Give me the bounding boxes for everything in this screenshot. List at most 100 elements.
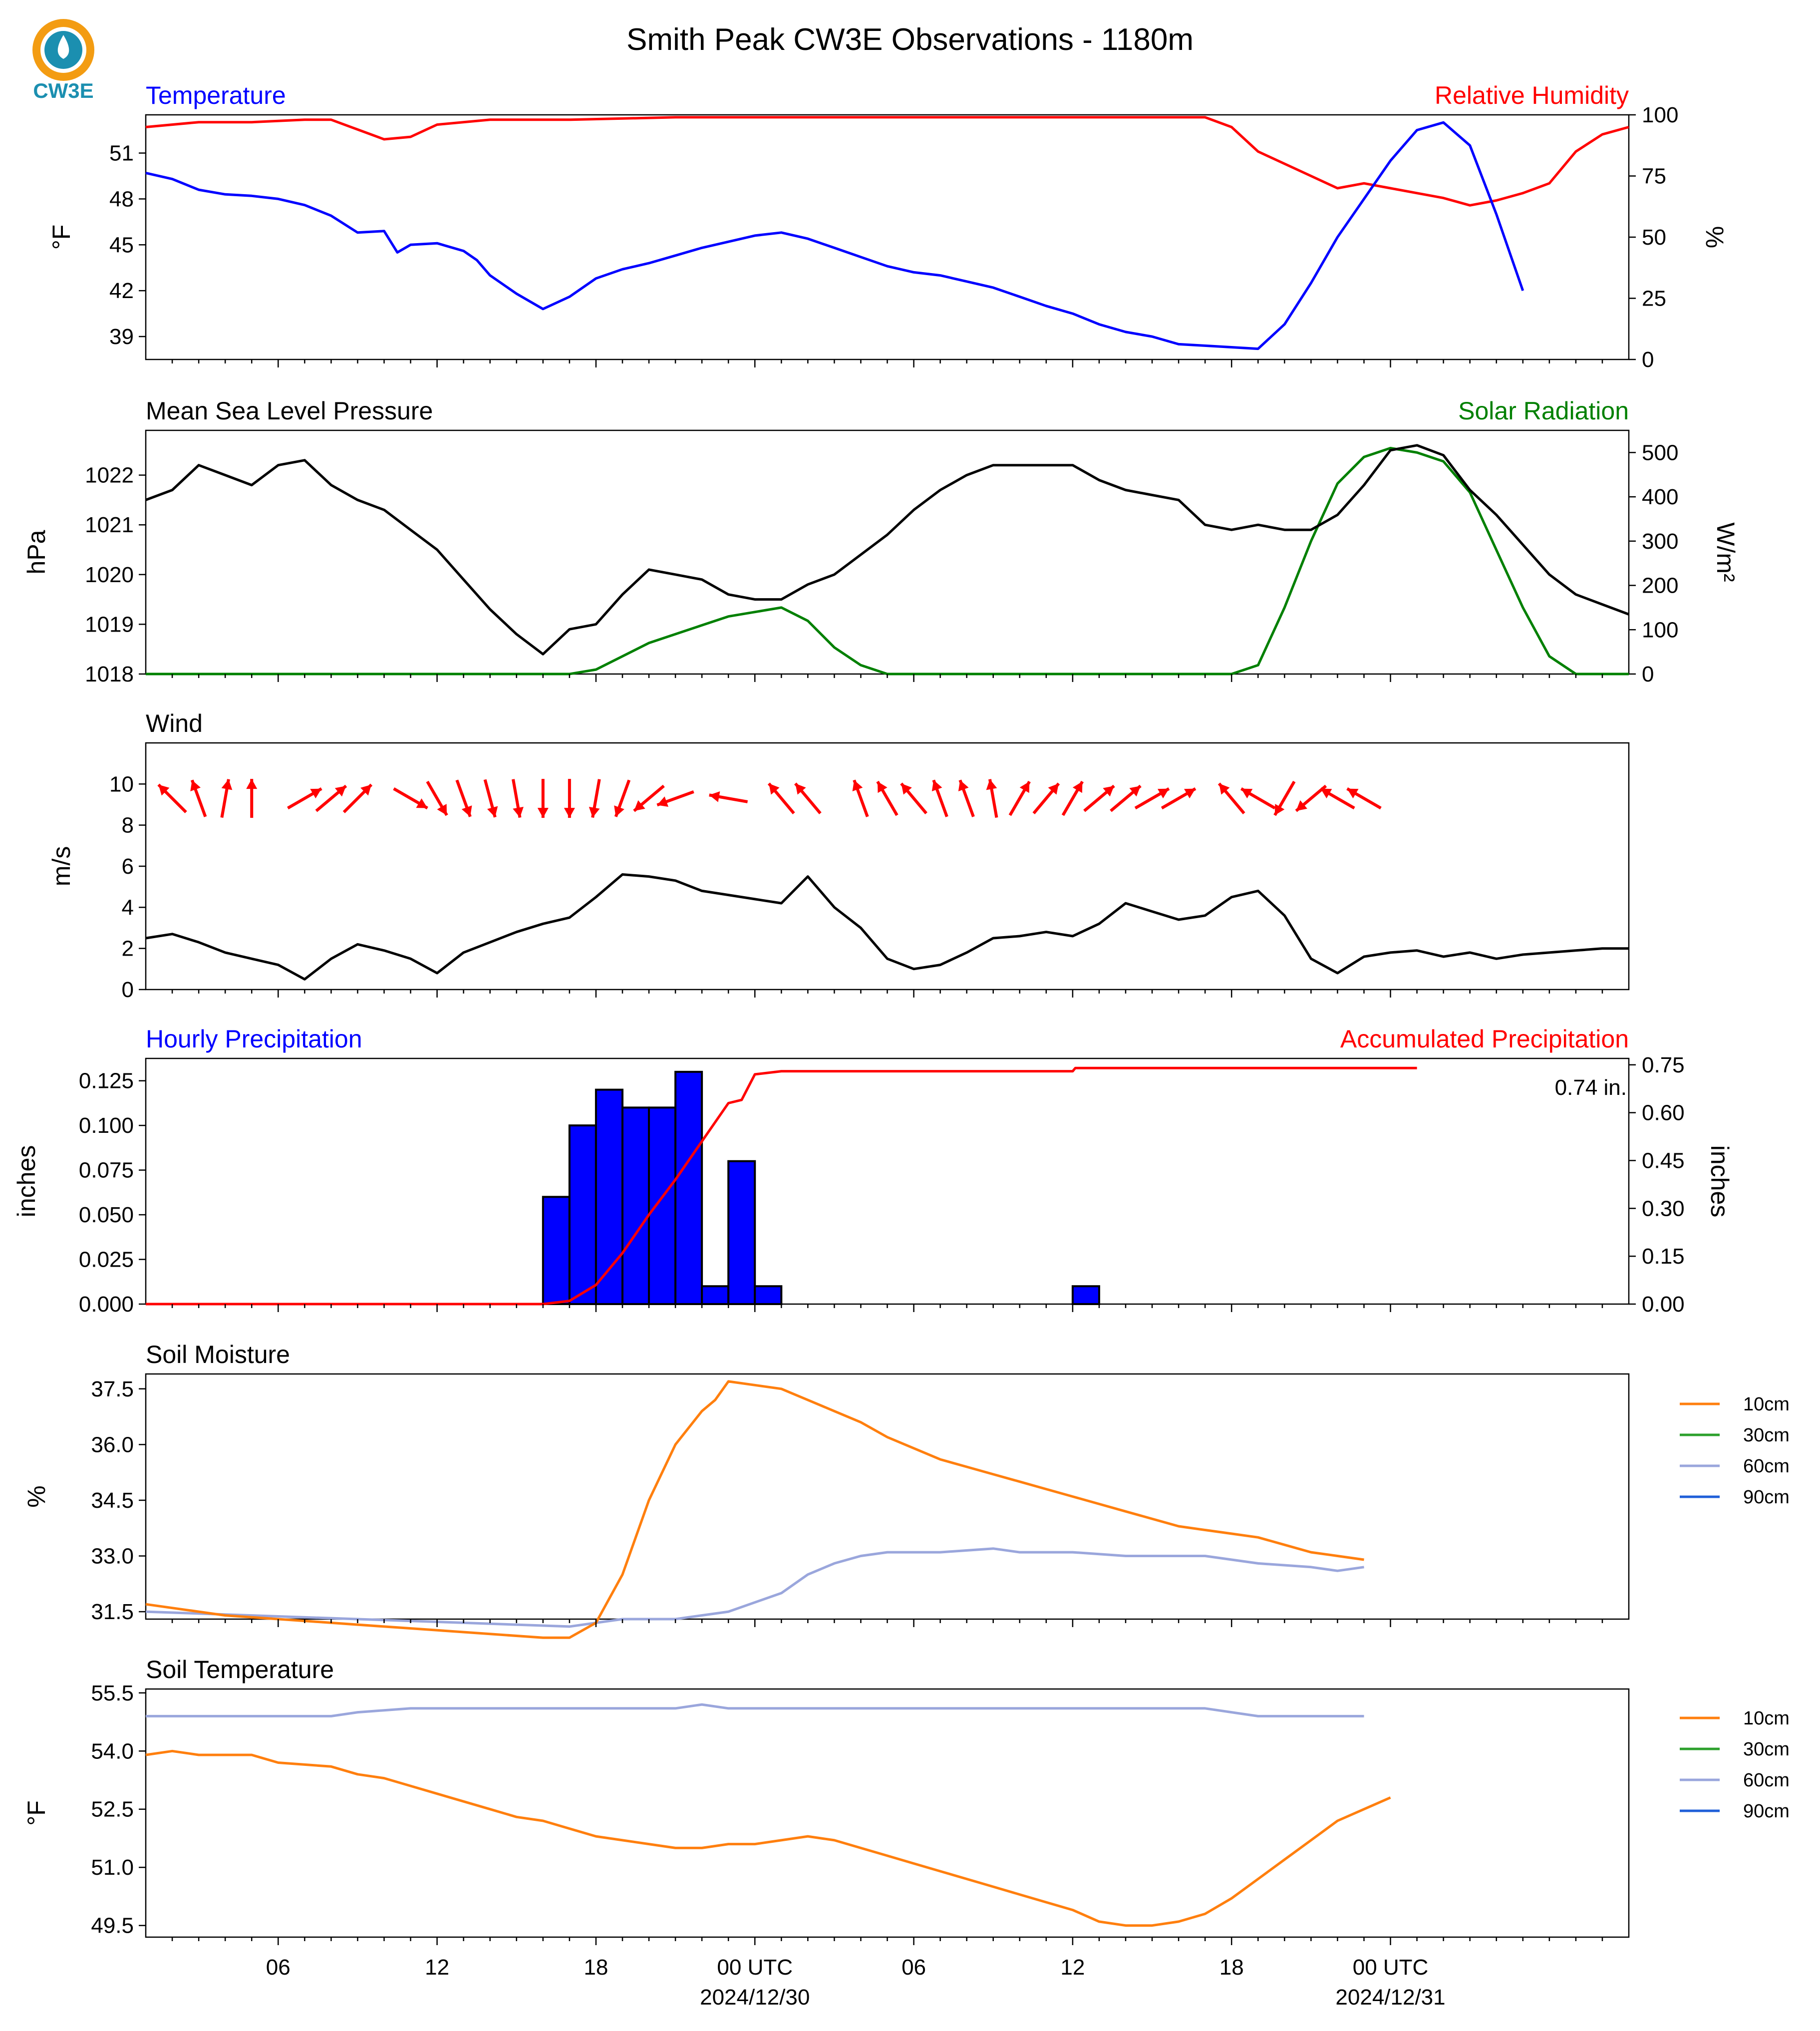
precip-ytick-label-right: 0.30 <box>1642 1196 1685 1221</box>
pressure-title-right: Solar Radiation <box>1458 397 1629 425</box>
precip-ytick-label: 0.125 <box>79 1069 134 1093</box>
wind-arrow-head <box>1347 788 1359 799</box>
temperature-line <box>145 121 1524 350</box>
wind-arrow-head <box>190 780 201 792</box>
wind-arrow-head <box>1184 788 1196 799</box>
x-tick-label: 18 <box>584 1955 608 1980</box>
wind-arrow-head <box>1320 788 1332 799</box>
wind-arrow-head <box>709 791 720 802</box>
soil_temperature-legend-label: 60cm <box>1743 1770 1790 1791</box>
soil_moisture-ytick-label: 34.5 <box>91 1488 134 1513</box>
soil_moisture-title-left: Soil Moisture <box>146 1341 290 1368</box>
wind-arrow-head <box>1019 781 1030 793</box>
wind-ylabel-left: m/s <box>47 846 75 887</box>
precip-bar <box>595 1088 623 1305</box>
wind-arrow-head <box>795 783 806 795</box>
wind-arrow-head <box>852 780 863 792</box>
precip-ytick-label-right: 0.75 <box>1642 1053 1685 1077</box>
wind-arrow-head <box>1072 781 1083 793</box>
wind-arrow-head <box>958 780 969 792</box>
pressure-ytick-label-right: 300 <box>1642 529 1678 554</box>
wind-arrow-head <box>769 783 780 795</box>
wind-arrow-head <box>1274 804 1285 815</box>
soil_moisture-legend-label: 90cm <box>1743 1487 1790 1508</box>
wind-arrow-head <box>986 779 997 790</box>
precip-ytick-label: 0.025 <box>79 1248 134 1272</box>
precip-ytick-label-right: 0.00 <box>1642 1292 1685 1317</box>
wind-arrow-head <box>589 806 600 818</box>
pressure-ytick-label: 1018 <box>85 662 134 686</box>
soil_temperature-title-left: Soil Temperature <box>146 1656 334 1684</box>
precip-ylabel-right: inches <box>1706 1145 1734 1218</box>
soil_temperature-frame <box>145 1688 1630 1938</box>
precip-ytick-label: 0.100 <box>79 1113 134 1138</box>
temperature-title-right: Relative Humidity <box>1435 81 1629 109</box>
wind-arrow-head <box>901 783 912 795</box>
x-tick-label: 12 <box>425 1955 449 1980</box>
precip-bar <box>568 1124 597 1306</box>
precip-bar <box>621 1106 650 1305</box>
soil_moisture-legend-label: 10cm <box>1743 1394 1790 1415</box>
wind-arrow-head <box>1048 783 1059 795</box>
precip-ytick-label: 0.075 <box>79 1158 134 1183</box>
wind-ytick-label: 8 <box>122 813 134 838</box>
precip-bar <box>701 1285 730 1306</box>
wind-arrow-head <box>634 800 645 811</box>
soil_temperature-legend-label: 30cm <box>1743 1739 1790 1760</box>
precip-total-label: 0.74 in. <box>1555 1075 1627 1100</box>
wind-arrow-head <box>931 780 942 792</box>
temperature-ytick-label: 42 <box>109 279 134 303</box>
wind-arrow-head <box>1129 786 1141 797</box>
soil_temperature-legend-label: 90cm <box>1743 1801 1790 1822</box>
solar-radiation-line <box>146 447 1629 676</box>
soil_moisture-ytick-label: 31.5 <box>91 1600 134 1624</box>
precip-bar <box>1071 1285 1100 1306</box>
soil_temperature-ytick-label: 55.5 <box>91 1681 134 1705</box>
pressure-ytick-label: 1020 <box>85 563 134 587</box>
soil_moisture-frame <box>145 1373 1630 1620</box>
soil_moisture-ytick-label: 37.5 <box>91 1377 134 1401</box>
wind-arrow-head <box>657 796 668 807</box>
soil_temperature-ytick-label: 49.5 <box>91 1914 134 1938</box>
pressure-ytick-label-right: 400 <box>1642 485 1678 509</box>
logo-text: CW3E <box>33 79 93 102</box>
pressure-ytick-label: 1022 <box>85 463 134 488</box>
wind-arrow-head <box>221 779 233 790</box>
temperature-ytick-label-right: 50 <box>1642 225 1666 250</box>
soil_moisture-legend-label: 30cm <box>1743 1425 1790 1446</box>
wind-title-left: Wind <box>146 709 203 737</box>
wind-arrow-head <box>416 798 428 808</box>
wind-arrow-head <box>1103 786 1114 797</box>
x-tick-date-label: 2024/12/30 <box>700 1985 810 2010</box>
wind-ytick-label: 4 <box>122 895 134 920</box>
wind-arrow-head <box>1296 800 1307 811</box>
temperature-title-left: Temperature <box>146 81 286 109</box>
humidity-line <box>145 116 1629 207</box>
temperature-ylabel-left: °F <box>47 225 75 250</box>
soil_temperature-ytick-label: 51.0 <box>91 1855 134 1880</box>
wind-arrow-head <box>246 779 258 789</box>
wind-arrow-head <box>334 786 346 797</box>
soil_temperature-ytick-label: 54.0 <box>91 1739 134 1763</box>
wind-arrow-head <box>360 784 372 796</box>
soil-moisture-60cm-line <box>145 1547 1364 1628</box>
precip-title-left: Hourly Precipitation <box>146 1025 362 1053</box>
soil_temperature-ylabel-left: °F <box>22 1800 50 1826</box>
soil-temp-10cm-line <box>145 1749 1391 1927</box>
figure-title: Smith Peak CW3E Observations - 1180m <box>626 22 1194 57</box>
wind-arrow-head <box>537 808 549 818</box>
pressure-ylabel-right: W/m² <box>1712 522 1740 582</box>
pressure-ytick-label-right: 500 <box>1642 440 1678 465</box>
wind-arrow-head <box>487 806 498 817</box>
temperature-ytick-label: 48 <box>109 187 134 211</box>
precip-ytick-label-right: 0.60 <box>1642 1101 1685 1125</box>
x-tick-date-label: 2024/12/31 <box>1335 1985 1445 2010</box>
precip-title-right: Accumulated Precipitation <box>1340 1025 1629 1053</box>
pressure-ytick-label: 1019 <box>85 612 134 637</box>
soil_moisture-ytick-label: 33.0 <box>91 1544 134 1569</box>
wind-arrow-head <box>158 784 170 796</box>
precip-frame <box>145 1057 1630 1305</box>
wind-arrow-head <box>461 805 472 817</box>
temperature-ytick-label-right: 75 <box>1642 164 1666 189</box>
soil-temp-60cm-line <box>146 1703 1364 1717</box>
